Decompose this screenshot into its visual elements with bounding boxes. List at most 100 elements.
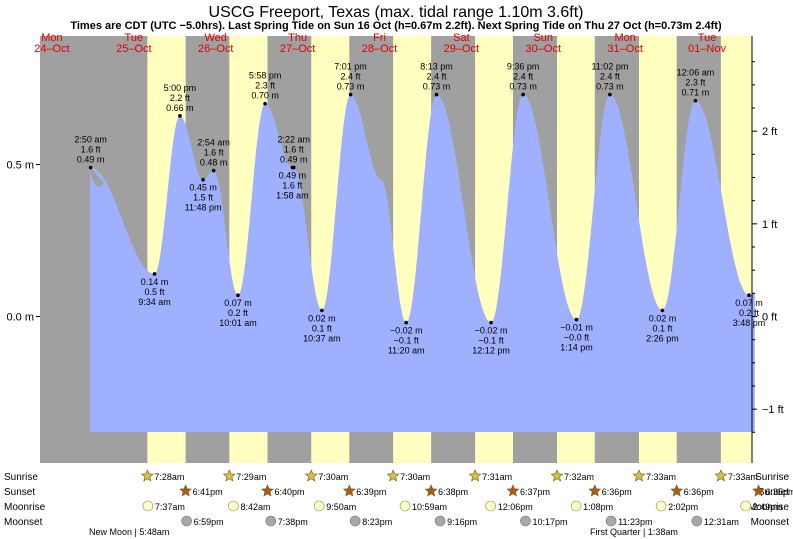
high-tide-ft: 2.2 ft [170,93,191,103]
low-tide-m: −0.02 m [390,326,423,336]
moonrise-icon [570,500,582,512]
sunset-time: 6:41pm [193,487,223,497]
day-name: Fri [373,32,386,44]
low-tide-point [574,317,579,322]
moonrise-icon [399,500,411,512]
low-tide-m: 0.07 m [735,298,763,308]
day-date: 30–Oct [526,43,561,55]
high-tide-ft: 1.6 ft [81,145,102,155]
moonset-time: 7:38pm [278,517,308,527]
moonrise-time: 12:06pm [498,502,533,512]
sunrise-time: 7:30am [318,472,348,482]
sunrise-time: 7:33am [728,472,758,482]
sunrise-time: 7:30am [400,472,430,482]
high-tide-point [521,92,525,97]
moonrise-time: 9:50am [326,502,356,512]
sunset-icon [261,484,274,497]
low-tide-time: 2:26 pm [646,333,679,343]
sunset-time: 6:36pm [684,487,714,497]
moon-phase-new: New Moon | 5:48am [89,527,169,537]
low-tide-time: 10:37 am [303,333,341,343]
left-tick-label: 0.5 m [6,160,34,172]
high-tide-m: 0.73 m [337,82,365,92]
high-tide-point [434,92,439,97]
high-tide-time: 7:01 pm [334,62,367,72]
right-tick-label: −1 ft [762,404,784,416]
sunset-icon [588,484,602,497]
sunrise-icon [140,469,154,482]
moonset-icon [349,515,361,527]
left-tick-label: 0.0 m [6,312,34,324]
low-tide-ft: 0.2 ft [228,308,249,318]
high-tide-m: 0.70 m [251,91,279,101]
day-name: Tue [125,32,144,44]
high-tide-ft: 2.4 ft [513,72,534,82]
low-tide-ft: −0.1 ft [394,336,420,346]
moonset-icon [520,515,531,527]
low-tide-ft: 0.2 ft [739,308,760,318]
day-date: 27–Oct [280,43,315,55]
day-date: 24–Oct [34,43,69,55]
moonrise-row-label-right: Moonrise [748,502,790,513]
low-tide-m: 0.07 m [224,298,252,308]
high-tide-ft: 2.3 ft [685,78,706,88]
low-tide-point [152,272,157,276]
tide-curve [90,94,755,432]
moonrise-time: 8:42am [240,502,270,512]
sunrise-row-label-left: Sunrise [4,472,38,483]
low-tide-time: 1:14 pm [560,343,593,353]
day-labels: Mon24–OctTue25–OctWed26–OctThu27–OctFri2… [34,32,726,55]
moonset-time: 6:59pm [194,517,224,527]
high-tide-m: 0.71 m [682,88,710,98]
moonrise-icon [740,500,751,512]
sunset-time: 6:35pm [766,487,793,497]
moonrise-icon [485,500,497,512]
moonset-icon [434,515,446,527]
low-tide-m: 0.49 m [279,171,307,181]
sunrise-time: 7:33am [646,472,676,482]
low-tide-point [236,293,240,298]
day-name: Mon [41,32,62,44]
sunset-time: 6:39pm [356,487,386,497]
moonrise-icon [142,500,154,512]
low-tide-ft: 0.1 ft [652,323,673,333]
low-tide-time: 12:12 pm [472,346,510,356]
moonset-time: 11:23pm [618,517,652,527]
high-tide-time: 11:02 pm [591,62,628,72]
day-name: Wed [205,32,227,44]
day-name: Mon [614,32,635,44]
sunset-icon [342,484,356,497]
high-tide-point [88,165,93,170]
low-tide-m: 0.02 m [649,313,677,323]
low-tide-point [489,320,493,325]
moonset-row-label-left: Moonset [4,517,43,528]
sunset-icon [752,484,765,497]
high-tide-ft: 1.6 ft [204,148,225,158]
high-tide-point [348,92,353,97]
sunrise-row-label-right: Sunrise [755,472,789,483]
low-tide-m: 0.45 m [189,183,217,193]
low-tide-time: 9:34 am [138,297,171,307]
tide-labels: 2:50 am1.6 ft0.49 m0.14 m0.5 ft9:34 am5:… [74,62,765,356]
high-tide-time: 2:50 am [74,135,107,145]
day-date: 29–Oct [444,43,479,55]
moonrise-icon [313,500,325,512]
low-tide-time: 11:48 pm [185,203,222,213]
low-tide-ft: 1.5 ft [193,193,214,203]
low-tide-ft: −0.1 ft [478,336,504,346]
sunset-icon [670,484,684,497]
moonrise-row-label-left: Moonrise [4,502,46,513]
low-tide-point [320,308,324,313]
low-tide-m: 0.14 m [141,277,169,287]
sunset-time: 6:40pm [274,487,304,497]
moonrise-time: 7:37am [155,502,185,512]
high-tide-time: 5:58 pm [249,71,282,81]
moonset-time: 12:31am [704,517,739,527]
high-tide-time: 9:36 pm [507,62,540,72]
moonrise-time: 1:08pm [583,502,613,512]
day-date: 25–Oct [116,43,151,55]
high-tide-point [263,101,267,106]
low-tide-m: −0.01 m [560,323,593,333]
low-tide-time: 11:20 am [388,346,425,356]
tide-area [90,94,755,432]
